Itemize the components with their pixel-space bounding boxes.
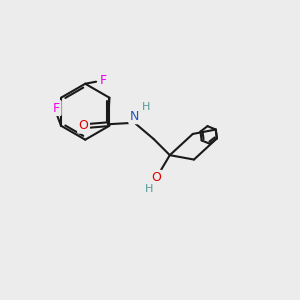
Text: F: F [99,74,106,87]
Text: O: O [79,119,88,132]
Text: F: F [53,101,60,115]
Text: N: N [130,110,139,123]
Text: H: H [142,103,150,112]
Text: O: O [151,171,161,184]
Text: H: H [144,184,153,194]
